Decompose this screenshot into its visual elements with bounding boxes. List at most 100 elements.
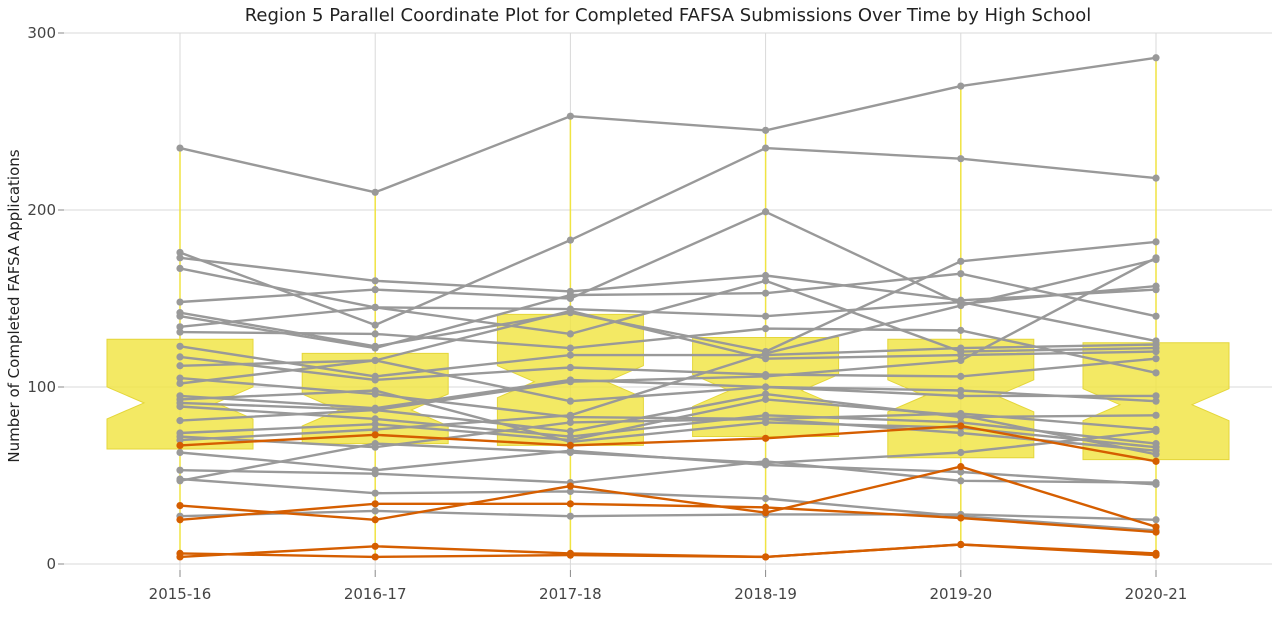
series-line-gray [179, 146, 1157, 327]
data-point-gray [176, 323, 184, 331]
data-point-gray [371, 188, 379, 196]
data-point-gray [957, 392, 965, 400]
data-point-gray [371, 415, 379, 423]
data-point-gray [566, 330, 575, 338]
y-tick-label: 300 [27, 24, 56, 42]
data-point-gray [1152, 411, 1160, 419]
data-point-highlight [371, 431, 379, 439]
data-point-gray [957, 386, 965, 395]
data-point-highlight [957, 514, 965, 522]
data-point-gray [566, 411, 575, 419]
data-point-gray [1152, 348, 1160, 356]
data-point-gray [371, 507, 379, 515]
data-point-gray [957, 448, 965, 457]
data-point-gray [566, 307, 575, 315]
data-point-gray [371, 425, 379, 434]
series-line-gray [179, 210, 1157, 305]
data-point-gray [176, 342, 184, 350]
data-point-gray [762, 390, 770, 398]
series-line-gray [179, 56, 1157, 194]
data-point-gray [566, 487, 575, 496]
data-point-gray [1152, 355, 1160, 363]
series-lines [176, 54, 1160, 561]
data-point-gray [1152, 238, 1160, 246]
series-line-gray [179, 359, 1157, 403]
data-point-highlight [371, 500, 379, 508]
data-point-gray [566, 436, 575, 444]
data-point-gray [176, 477, 184, 485]
data-point-gray [371, 470, 379, 478]
data-point-gray [762, 208, 770, 216]
series-line-highlight [179, 543, 1157, 559]
data-point-highlight [762, 434, 770, 442]
data-point-gray [176, 298, 184, 306]
series-line-gray [179, 272, 1157, 350]
data-point-gray [1152, 282, 1160, 290]
data-point-highlight [762, 553, 770, 561]
data-point-gray [957, 411, 965, 419]
data-point-gray [1152, 392, 1160, 400]
data-point-gray [1152, 340, 1160, 349]
data-point-gray [371, 489, 379, 497]
data-point-gray [957, 155, 965, 163]
data-point-gray [1152, 255, 1160, 264]
data-point-gray [566, 378, 575, 386]
data-point-highlight [762, 503, 770, 511]
data-point-gray [762, 312, 770, 320]
data-point-highlight [176, 553, 184, 561]
data-point-gray [762, 383, 770, 391]
x-tick-label: 2018-19 [734, 585, 797, 603]
data-point-gray [566, 236, 575, 244]
series-line-gray [179, 477, 1157, 532]
data-point-gray [566, 291, 575, 299]
data-point-gray [176, 144, 184, 152]
data-point-gray [566, 448, 575, 457]
data-point-gray [762, 372, 770, 380]
data-point-gray [176, 264, 184, 273]
data-point-gray [371, 286, 379, 294]
data-point-gray [371, 386, 379, 395]
data-point-gray [1152, 516, 1160, 524]
data-point-gray [371, 420, 379, 428]
data-point-gray [176, 402, 184, 411]
data-point-highlight [371, 516, 379, 524]
data-point-gray [762, 349, 770, 357]
series-line-gray [179, 509, 1157, 521]
series-line-highlight [179, 502, 1157, 534]
data-point-gray [957, 301, 965, 310]
data-point-gray [957, 344, 965, 352]
y-tick-label: 100 [27, 378, 56, 396]
data-point-highlight [1152, 549, 1160, 557]
series-line-gray [179, 279, 1157, 353]
data-point-gray [566, 427, 575, 435]
series-line-gray [179, 327, 1157, 374]
data-point-highlight [957, 463, 965, 471]
data-point-gray [957, 351, 965, 359]
data-point-gray [1152, 447, 1160, 455]
series-line-highlight [179, 465, 1157, 528]
data-point-gray [176, 374, 184, 382]
data-point-gray [762, 459, 770, 467]
series-line-gray [179, 343, 1157, 378]
data-point-gray [371, 356, 379, 365]
data-point-gray [371, 344, 379, 352]
series-line-gray [179, 309, 1157, 385]
data-point-gray [762, 126, 770, 134]
data-point-gray [762, 355, 770, 363]
data-point-gray [957, 356, 965, 365]
data-point-highlight [371, 542, 379, 550]
data-point-gray [176, 379, 184, 388]
data-point-gray [176, 254, 184, 262]
data-point-gray [566, 112, 575, 120]
data-point-gray [566, 512, 575, 520]
data-point-gray [1152, 174, 1160, 182]
data-point-gray [762, 395, 770, 403]
data-point-highlight [566, 549, 575, 557]
y-tick-label: 0 [46, 555, 56, 573]
data-point-gray [762, 494, 770, 503]
series-line-gray [179, 417, 1157, 452]
series-line-gray [179, 258, 1157, 442]
data-point-gray [957, 326, 965, 334]
data-point-gray [1152, 478, 1160, 487]
data-point-gray [566, 344, 575, 352]
